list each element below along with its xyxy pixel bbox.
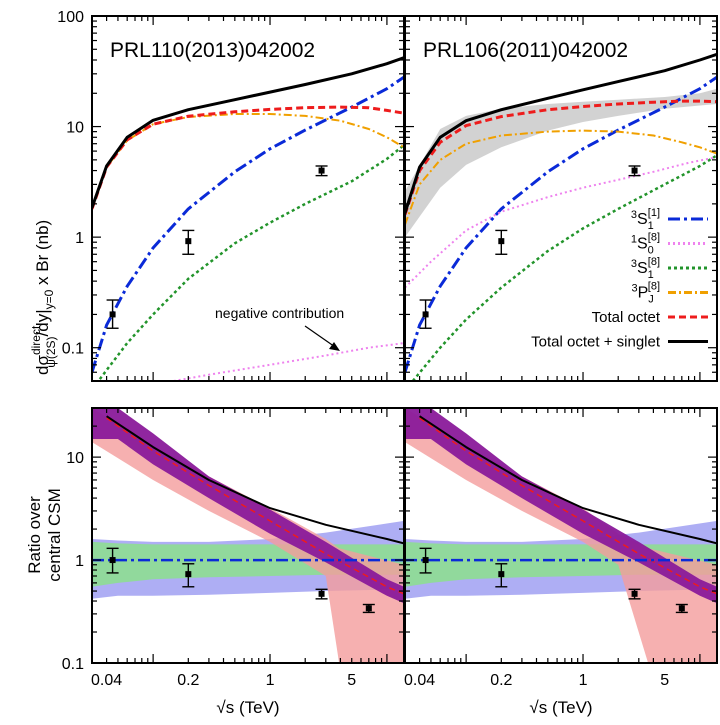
y-tick-label-top-left: 1	[75, 230, 84, 247]
series-line-top-left-5	[92, 56, 404, 209]
series-line-top-right-2	[405, 129, 717, 225]
data-point-bottom-left-3	[362, 603, 375, 614]
legend-entry-3PJ_8: 3PJ[8]	[631, 281, 708, 306]
x-tick-label-bottom-left: 1	[266, 672, 275, 689]
data-point-top-right-0	[419, 299, 432, 329]
top-ylabel: dσdirectψ(2S)/dy|y=0 x Br (nb)	[29, 220, 58, 375]
series-line-top-right-4	[405, 99, 717, 216]
series-line-top-right-1	[411, 154, 717, 381]
series-line-bottom-right-4	[419, 417, 717, 595]
panel-right-title: PRL106(2011)042002	[423, 39, 628, 62]
top-ylabel-sub2: y=0	[42, 289, 56, 309]
y-tick-label-top-left: 100	[57, 9, 84, 26]
top-ylabel-sup: direct	[29, 325, 43, 355]
legend-label-1S0_8: 1S0[8]	[631, 232, 660, 257]
xlabel-right: √s (TeV)	[529, 698, 592, 717]
top-ylabel-rest: /dy|	[33, 309, 52, 336]
y-tick-label-bottom-left: 0.1	[62, 656, 84, 673]
series-line-bottom-right-5	[419, 415, 717, 545]
legend-entry-1S0_8: 1S0[8]	[631, 232, 708, 257]
annotation-arrowhead	[329, 342, 340, 351]
band-top-right-6	[405, 88, 717, 238]
data-point-bottom-right-0	[419, 547, 432, 574]
y-tick-label-bottom-left: 1	[75, 553, 84, 570]
data-point-top-left-1	[182, 229, 195, 255]
series-line-top-left-4	[92, 105, 404, 210]
data-point-bottom-left-2	[315, 588, 328, 600]
frame-top-right	[404, 15, 718, 382]
x-tick-label-bottom-right: 1	[579, 672, 588, 689]
panel-bottom-left	[92, 408, 404, 663]
series-line-top-left-1	[98, 144, 404, 380]
top-ylabel-sub: ψ(2S)	[44, 336, 58, 367]
legend-label-3PJ_8: 3PJ[8]	[631, 281, 660, 306]
series-line-top-left-2	[92, 113, 404, 210]
top-ylabel-main: dσ	[33, 355, 52, 375]
legend-entry-3S1_8: 3S1[8]	[631, 256, 708, 281]
top-ylabel-tail: x Br (nb)	[33, 220, 52, 290]
series-line-bottom-left-5	[106, 415, 404, 545]
panel-top-left	[92, 56, 404, 381]
legend-label-3S1_8: 3S1[8]	[631, 256, 660, 281]
frame-bottom-right	[404, 407, 718, 664]
y-tick-label-bottom-left: 10	[66, 450, 84, 467]
bottom-ylabel-line2: central CSM	[45, 488, 64, 582]
y-tick-label-top-left: 0.1	[62, 341, 84, 358]
series-line-top-left-0	[92, 75, 404, 373]
data-point-top-left-0	[106, 299, 119, 329]
panel-left-title: PRL110(2013)042002	[110, 39, 315, 62]
x-tick-label-bottom-left: 0.04	[91, 672, 122, 689]
y-tick-label-top-left: 10	[66, 120, 84, 137]
legend-entry-octet: Total octet	[592, 309, 708, 326]
axes-layer: 0.1 1 10 100 0.04 0.2 1 5 0.1 1 10 0.04 0.2 1 5	[57, 9, 718, 689]
panel-bottom-right	[405, 408, 717, 663]
legend-entry-total: Total octet + singlet	[531, 334, 708, 351]
series-line-top-left-3	[173, 342, 404, 381]
data-point-bottom-right-2	[628, 588, 641, 600]
x-tick-label-bottom-right: 5	[660, 672, 669, 689]
legend-label-octet: Total octet	[592, 309, 661, 326]
panel-top-right	[405, 52, 717, 381]
annotation-negative-contribution: negative contribution	[215, 305, 344, 321]
legend-label-3S1_1: 3S1[1]	[631, 207, 660, 232]
series-line-top-right-3	[405, 156, 717, 289]
x-tick-label-bottom-right: 0.04	[404, 672, 435, 689]
data-point-bottom-right-3	[675, 603, 688, 614]
series-line-top-right-5	[405, 52, 717, 214]
data-point-top-right-2	[628, 165, 641, 177]
x-tick-label-bottom-left: 0.2	[177, 672, 199, 689]
legend: 3S1[1]1S0[8]3S1[8]3PJ[8] Total octet Total…	[531, 207, 708, 351]
data-point-bottom-left-1	[182, 563, 195, 588]
legend-entry-3S1_1: 3S1[1]	[631, 207, 708, 232]
data-point-top-right-1	[495, 229, 508, 255]
data-point-top-left-2	[315, 165, 328, 177]
data-point-bottom-right-1	[495, 563, 508, 588]
legend-label-total: Total octet + singlet	[531, 334, 661, 351]
xlabel-left: √s (TeV)	[216, 698, 279, 717]
data-point-bottom-left-0	[106, 547, 119, 574]
x-tick-label-bottom-left: 5	[347, 672, 356, 689]
x-tick-label-bottom-right: 0.2	[490, 672, 512, 689]
series-line-bottom-left-4	[106, 417, 404, 595]
bottom-ylabel-line1: Ratio over	[25, 496, 44, 574]
